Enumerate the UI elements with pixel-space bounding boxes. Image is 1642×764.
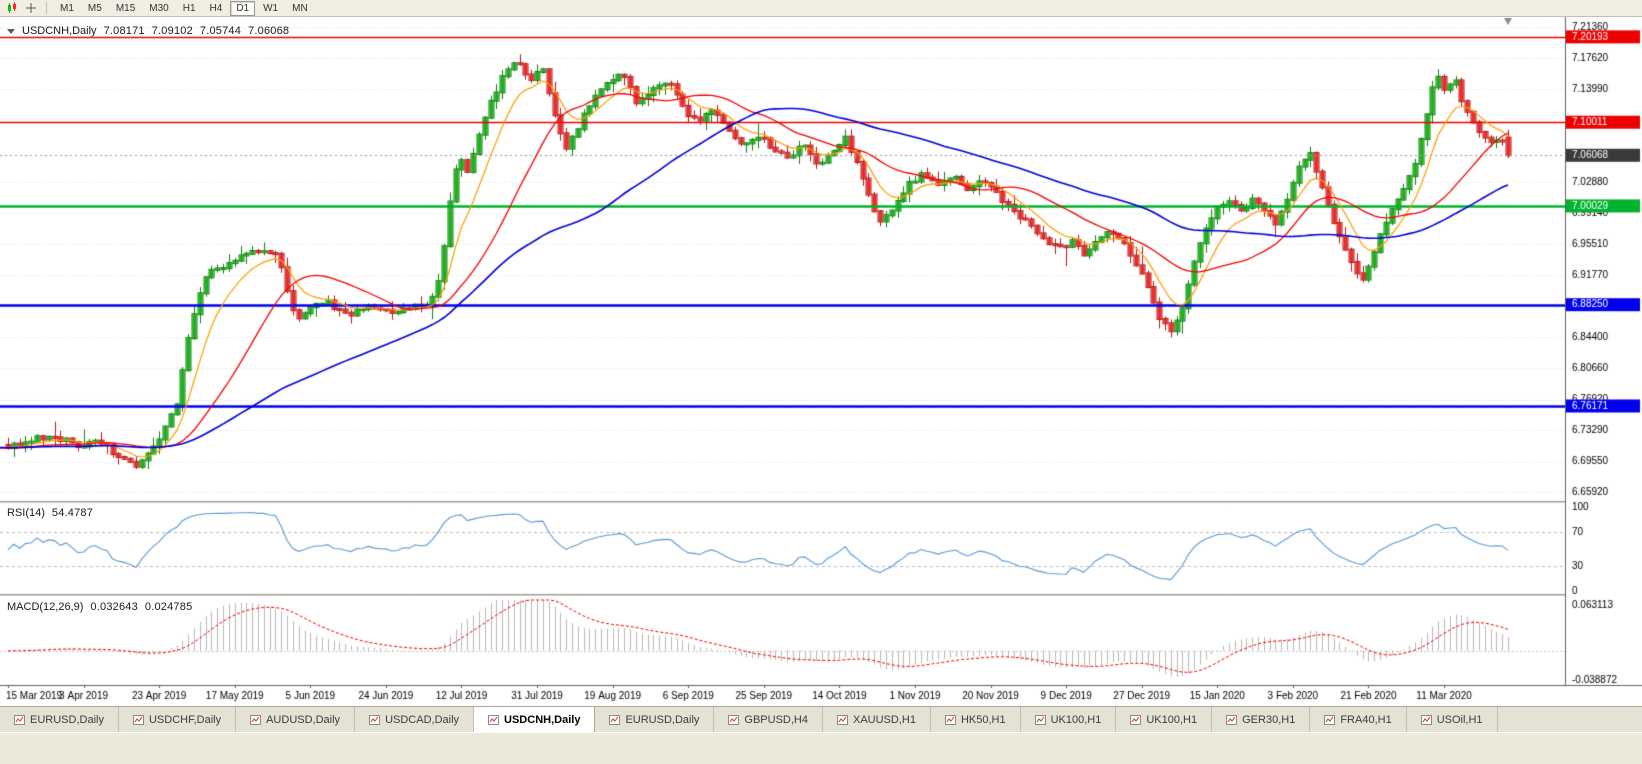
chart-tab-1-usdchf-daily[interactable]: USDCHF,Daily	[119, 707, 237, 732]
chart-tab-icon	[1324, 714, 1336, 725]
timeframe-button-h1[interactable]: H1	[182, 2, 196, 14]
candlestick-chart-icon[interactable]	[4, 1, 20, 16]
chart-tab-icon	[609, 714, 621, 725]
timeframe-button-d1[interactable]: D1	[230, 0, 256, 16]
chart-tab-label: USDCAD,Daily	[385, 713, 460, 726]
chart-tab-label: EURUSD,Daily	[625, 713, 700, 726]
timeframe-button-m1[interactable]: M1	[60, 2, 74, 14]
chart-tab-label: HK50,H1	[960, 713, 1006, 726]
status-bar	[0, 732, 1642, 764]
chart-tab-3-usdcad-daily[interactable]: USDCAD,Daily	[355, 707, 475, 732]
chart-tab-label: EURUSD,Daily	[30, 713, 104, 726]
chart-tab-label: USDCHF,Daily	[148, 713, 222, 726]
toolbar-separator	[46, 2, 47, 14]
chart-tab-icon	[132, 714, 144, 725]
chart-tab-8-hk50-h1[interactable]: HK50,H1	[931, 707, 1021, 732]
chart-tab-9-uk100-h1[interactable]: UK100,H1	[1021, 707, 1117, 732]
timeframe-button-mn[interactable]: MN	[292, 2, 308, 14]
chart-tab-icon	[488, 714, 500, 725]
chart-tab-2-audusd-daily[interactable]: AUDUSD,Daily	[236, 707, 356, 732]
chart-tab-icon	[1226, 714, 1238, 725]
chart-tab-0-eurusd-daily[interactable]: EURUSD,Daily	[0, 707, 119, 732]
one-click-trading-arrow-icon[interactable]	[7, 28, 15, 34]
chart-tab-icon	[944, 714, 956, 725]
timeframe-button-m30[interactable]: M30	[149, 2, 169, 14]
chart-tab-icon	[728, 714, 740, 725]
chart-tab-7-xauusd-h1[interactable]: XAUUSD,H1	[823, 707, 931, 732]
chart-tab-6-gbpusd-h4[interactable]: GBPUSD,H4	[714, 707, 823, 732]
chart-tab-label: AUDUSD,Daily	[266, 713, 341, 726]
timeframe-button-m15[interactable]: M15	[115, 2, 136, 14]
chart-tab-icon	[1130, 714, 1142, 725]
timeframe-buttons: M1 M5 M15 M30 H1 H4 D1 W1 MN	[54, 0, 314, 16]
chart-tab-12-fra40-h1[interactable]: FRA40,H1	[1310, 707, 1407, 732]
chart-tab-icon	[250, 714, 262, 725]
chart-tabs: EURUSD,Daily USDCHF,Daily AUDUSD,Daily USDC…	[0, 706, 1642, 732]
chart-tab-label: GBPUSD,H4	[744, 713, 808, 726]
chart-tab-label: UK100,H1	[1050, 713, 1102, 726]
chart-tab-13-usoil-h1[interactable]: USOil,H1	[1407, 707, 1498, 732]
chart-tab-10-uk100-h1[interactable]: UK100,H1	[1116, 707, 1213, 732]
chart-tab-icon	[1420, 714, 1432, 725]
chart-tab-label: FRA40,H1	[1340, 713, 1392, 726]
timeframe-button-h4[interactable]: H4	[209, 2, 223, 14]
chart-tab-icon	[369, 714, 381, 725]
crosshair-icon[interactable]	[23, 1, 39, 16]
chart-tab-label: XAUUSD,H1	[852, 713, 916, 726]
timeframe-button-m5[interactable]: M5	[87, 2, 102, 14]
price-chart-canvas[interactable]	[0, 17, 1642, 706]
chart-tab-icon	[836, 714, 848, 725]
chart-tab-label: UK100,H1	[1146, 713, 1198, 726]
chart-tab-icon	[14, 714, 25, 725]
timeframe-toolbar: M1 M5 M15 M30 H1 H4 D1 W1 MN	[0, 0, 1642, 17]
chart-tab-5-eurusd-daily[interactable]: EURUSD,Daily	[595, 707, 715, 732]
chart-tab-11-ger30-h1[interactable]: GER30,H1	[1212, 707, 1311, 732]
chart-tab-4-usdcnh-daily[interactable]: USDCNH,Daily	[474, 707, 596, 732]
chart-tab-label: USDCNH,Daily	[504, 713, 581, 726]
chart-tab-icon	[1034, 714, 1046, 725]
chart-area: USDCNH,Daily 7.08171 7.09102 7.05744 7.0…	[0, 17, 1642, 706]
chart-tab-label: USOil,H1	[1436, 713, 1483, 726]
chart-tab-label: GER30,H1	[1242, 713, 1296, 726]
timeframe-button-w1[interactable]: W1	[263, 2, 279, 14]
